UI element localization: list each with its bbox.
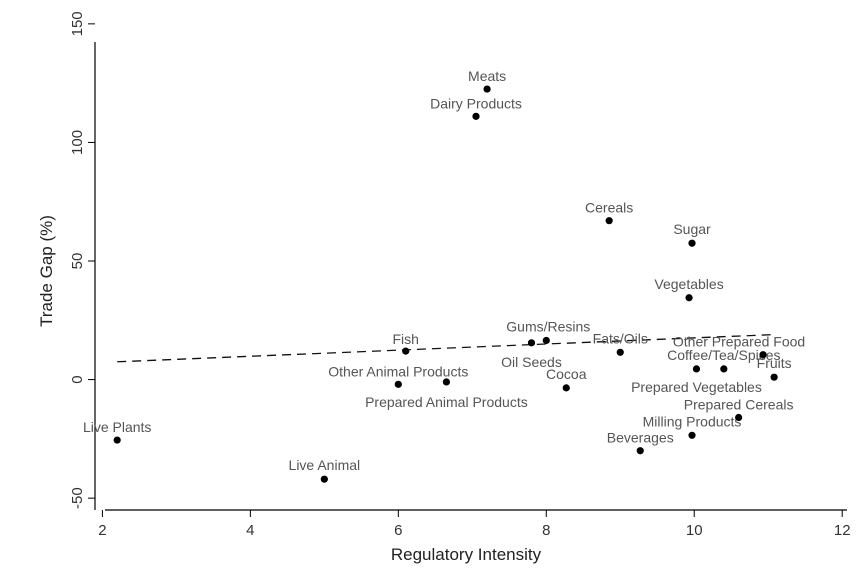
point-label-cereals: Cereals <box>585 200 633 216</box>
y-tick-label: 150 <box>69 11 86 36</box>
data-point-live-animal <box>320 475 328 483</box>
x-tick-label: 10 <box>686 522 703 539</box>
point-label-gums-resins: Gums/Resins <box>506 318 590 334</box>
point-label-prepared-animal-products: Prepared Animal Products <box>365 394 528 410</box>
x-tick-label: 8 <box>542 522 550 539</box>
data-point-dairy-products <box>472 112 480 120</box>
point-label-dairy-products: Dairy Products <box>430 95 522 111</box>
point-label-fish: Fish <box>392 331 418 347</box>
point-label-fruits: Fruits <box>757 355 792 371</box>
data-point-prepared-animal-products <box>442 378 451 386</box>
data-point-oil-seeds <box>527 339 536 347</box>
data-point-meats <box>483 85 491 93</box>
x-tick-label: 2 <box>98 522 106 539</box>
data-point-prepared-cereals <box>735 413 743 422</box>
point-label-prepared-vegetables: Prepared Vegetables <box>631 379 762 395</box>
point-label-other-animal-products: Other Animal Products <box>328 363 468 379</box>
data-point-prepared-vegetables <box>692 365 701 373</box>
y-tick-label: 100 <box>69 130 86 155</box>
plot-area <box>95 12 857 510</box>
y-axis-title: Trade Gap (%) <box>37 215 56 327</box>
x-tick-label: 12 <box>834 522 851 539</box>
point-label-milling-products: Milling Products <box>643 413 742 429</box>
fit-line <box>117 333 776 363</box>
data-point-beverages <box>636 447 644 455</box>
y-tick-label: 50 <box>69 253 86 270</box>
data-point-live-plants <box>113 436 121 444</box>
x-tick-label: 6 <box>394 522 402 539</box>
point-label-fats-oils: Fats/Oils <box>593 330 648 346</box>
point-label-meats: Meats <box>468 68 506 84</box>
data-point-other-animal-products <box>394 380 402 388</box>
point-label-sugar: Sugar <box>673 221 711 237</box>
data-point-fruits <box>770 373 778 381</box>
point-label-cocoa: Cocoa <box>546 366 587 382</box>
point-label-prepared-cereals: Prepared Cereals <box>684 397 794 413</box>
data-point-fish <box>402 347 410 355</box>
data-point-cereals <box>605 217 613 225</box>
data-point-other-prepared-food <box>759 351 767 359</box>
point-label-live-animal: Live Animal <box>289 457 361 473</box>
data-point-milling-products <box>688 431 696 439</box>
data-point-vegetables <box>685 294 693 302</box>
data-point-cocoa <box>562 384 570 392</box>
point-label-beverages: Beverages <box>607 430 674 446</box>
y-tick-label: -50 <box>69 487 86 509</box>
data-point-coffee-tea-spices <box>720 365 728 373</box>
data-point-fats-oils <box>616 348 624 356</box>
x-axis-title: Regulatory Intensity <box>391 545 542 564</box>
data-point-sugar <box>688 239 696 247</box>
x-tick-label: 4 <box>246 522 254 539</box>
point-label-oil-seeds: Oil Seeds <box>501 354 562 370</box>
point-label-coffee-tea-spices: Coffee/Tea/Spices <box>667 347 780 363</box>
point-label-live-plants: Live Plants <box>83 419 151 435</box>
point-label-vegetables: Vegetables <box>654 276 723 292</box>
data-point-gums-resins <box>542 336 550 345</box>
point-label-other-prepared-food: Other Prepared Food <box>673 334 805 350</box>
y-tick-label: 0 <box>69 375 86 383</box>
